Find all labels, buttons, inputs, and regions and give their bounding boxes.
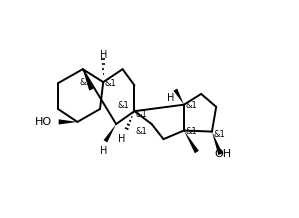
Text: H: H — [100, 50, 107, 60]
Text: &1: &1 — [214, 130, 225, 139]
Text: &1: &1 — [80, 78, 91, 87]
Text: H: H — [100, 146, 107, 156]
Polygon shape — [173, 89, 184, 105]
Text: OH: OH — [214, 148, 231, 158]
Text: H: H — [118, 134, 125, 144]
Text: H: H — [167, 93, 175, 103]
Text: &1: &1 — [185, 101, 197, 110]
Text: &1: &1 — [117, 101, 129, 110]
Polygon shape — [83, 69, 94, 90]
Text: &1: &1 — [185, 127, 197, 136]
Text: &1: &1 — [105, 79, 117, 88]
Text: &1: &1 — [135, 127, 147, 136]
Polygon shape — [212, 132, 223, 155]
Polygon shape — [103, 124, 116, 142]
Polygon shape — [59, 119, 77, 124]
Polygon shape — [184, 131, 199, 153]
Text: HO: HO — [34, 117, 51, 127]
Text: &1: &1 — [135, 110, 147, 119]
